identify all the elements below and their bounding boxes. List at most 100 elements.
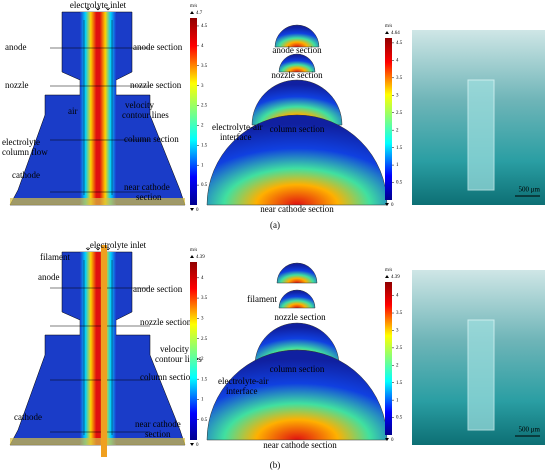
colorbar-max: 4.39 <box>391 275 400 280</box>
section-view <box>278 53 316 73</box>
min-marker <box>385 438 389 441</box>
colorbar-tick-label: 1 <box>396 398 399 403</box>
scale-bar: 500 μm <box>519 426 541 434</box>
simulation-label: cathode <box>14 412 42 422</box>
colorbar-min: 0 <box>391 203 394 208</box>
colorbar-max: 4.39 <box>196 255 205 260</box>
section-label: near cathode section <box>263 440 337 450</box>
simulation-label: column section <box>140 372 195 382</box>
velocity-column <box>80 12 116 205</box>
colorbar-unit: m/s <box>385 24 392 29</box>
colorbar-min: 0 <box>196 443 199 448</box>
colorbar-unit: m/s <box>190 248 197 253</box>
colorbar-tick-label: 0.5 <box>396 416 403 421</box>
simulation-label: anode section <box>133 42 183 52</box>
colorbar-tick-label: 2 <box>396 363 399 368</box>
inlet-arrow <box>85 7 91 11</box>
inlet-arrow <box>95 247 101 251</box>
simulation-label: section <box>145 429 171 439</box>
max-marker <box>385 275 389 278</box>
cathode-plate <box>10 198 185 205</box>
colorbar <box>385 38 392 200</box>
section-label: interface <box>226 386 257 396</box>
colorbar-tick-label: 3 <box>201 317 204 322</box>
colorbar-tick-label: 4.5 <box>201 24 208 29</box>
colorbar-tick-label: 3.5 <box>396 311 403 316</box>
colorbar-tick-label: 4 <box>396 58 399 63</box>
section-label: interface <box>220 132 251 142</box>
panel: electrolyte inlet anode anode section nozzl… <box>2 0 545 230</box>
colorbar <box>190 18 197 205</box>
section-label: near cathode section <box>260 204 334 214</box>
filament <box>101 245 107 457</box>
simulation-label: anode section <box>133 284 183 294</box>
simulation-label: velocity <box>160 344 189 354</box>
simulation-label: section <box>136 192 162 202</box>
colorbar-min: 0 <box>196 208 199 213</box>
colorbar-tick-label: 2 <box>201 357 204 362</box>
colorbar-tick-label: 1.5 <box>396 146 403 151</box>
colorbar-tick-label: 2.5 <box>396 111 403 116</box>
scale-bar: 500 μm <box>519 186 541 194</box>
photo-column <box>467 319 495 431</box>
inlet-arrow <box>105 7 111 11</box>
colorbar-tick-label: 4 <box>201 276 204 281</box>
simulation-label: contour lines <box>122 110 169 120</box>
simulation-label: contour lines <box>155 354 202 364</box>
section-label: electrolyte-air <box>218 376 268 386</box>
colorbar-tick-label: 2.5 <box>201 337 208 342</box>
simulation-label: filament <box>40 252 70 262</box>
simulation-label: anode <box>5 42 27 52</box>
simulation-label: cathode <box>12 170 40 180</box>
colorbar-min: 0 <box>391 438 394 443</box>
section-view <box>251 79 343 126</box>
colorbar-tick-label: 1.5 <box>201 377 208 382</box>
section-view <box>206 349 388 441</box>
panel-caption: (a) <box>270 220 280 230</box>
max-marker <box>190 255 194 258</box>
colorbar-tick-label: 1 <box>396 163 399 168</box>
colorbar-unit: m/s <box>385 268 392 273</box>
colorbar-tick-label: 3 <box>201 84 204 89</box>
cathode-plate <box>10 438 185 445</box>
max-marker <box>190 11 194 14</box>
min-marker <box>190 443 194 446</box>
simulation-label: velocity <box>125 100 154 110</box>
simulation-label: nozzle <box>5 80 28 90</box>
simulation-label: electrolyte <box>2 137 40 147</box>
colorbar-tick-label: 1 <box>201 398 204 403</box>
max-marker <box>385 31 389 34</box>
colorbar-tick-label: 1 <box>201 163 204 168</box>
colorbar-tick-label: 4.5 <box>396 41 403 46</box>
section-label: nozzle section <box>274 312 326 322</box>
simulation-label: air <box>68 106 78 116</box>
colorbar-max: 4.7 <box>196 11 203 16</box>
panel: electrolyte inlet filament anode anode sect… <box>9 240 545 470</box>
simulation-label: near cathode <box>124 182 170 192</box>
colorbar-tick-label: 3.5 <box>201 64 208 69</box>
colorbar-tick-label: 3 <box>396 93 399 98</box>
section-label: anode section <box>272 45 322 55</box>
colorbar-tick-label: 4 <box>396 294 399 299</box>
photo-column <box>467 79 495 191</box>
simulation-label: near cathode <box>135 419 181 429</box>
colorbar-unit: m/s <box>190 4 197 9</box>
section-label: nozzle section <box>271 70 323 80</box>
section-label: filament <box>247 294 277 304</box>
simulation-label: nozzle section <box>130 80 182 90</box>
panel-caption: (b) <box>270 460 281 470</box>
colorbar <box>190 262 197 440</box>
colorbar-tick-label: 2 <box>201 124 204 129</box>
section-label: column section <box>270 124 325 134</box>
simulation-label: nozzle section <box>140 317 192 327</box>
min-marker <box>190 208 194 211</box>
colorbar-max: 4.64 <box>391 31 400 36</box>
colorbar-tick-label: 1.5 <box>396 381 403 386</box>
section-view <box>274 24 320 48</box>
section-view <box>278 289 316 309</box>
velocity-column <box>80 252 116 445</box>
colorbar-tick-label: 0.5 <box>201 418 208 423</box>
simulation-label: electrolyte inlet <box>70 0 127 10</box>
colorbar-tick-label: 3 <box>396 329 399 334</box>
